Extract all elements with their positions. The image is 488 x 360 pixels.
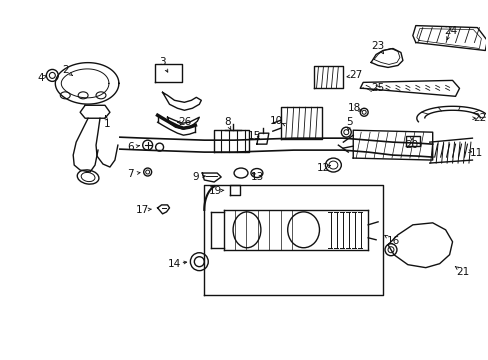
Text: 21: 21	[455, 267, 468, 276]
Text: 8: 8	[224, 117, 230, 127]
Text: 25: 25	[371, 84, 384, 93]
Text: 10: 10	[270, 116, 283, 126]
Text: 24: 24	[443, 26, 456, 36]
Text: 11: 11	[469, 148, 482, 158]
Text: 20: 20	[405, 140, 418, 150]
Text: 18: 18	[347, 103, 360, 113]
Text: 17: 17	[136, 205, 149, 215]
Text: 27: 27	[349, 71, 362, 80]
Text: 3: 3	[159, 58, 165, 67]
Text: 23: 23	[371, 41, 384, 50]
Text: 15: 15	[247, 131, 260, 141]
Text: 22: 22	[473, 113, 486, 123]
Text: 9: 9	[192, 172, 198, 182]
Text: 5: 5	[345, 117, 352, 127]
Text: 16: 16	[386, 236, 399, 246]
Text: 19: 19	[208, 186, 222, 196]
Text: 4: 4	[37, 73, 43, 84]
Text: 1: 1	[103, 119, 110, 129]
Text: 13: 13	[251, 172, 264, 182]
Text: 26: 26	[178, 117, 191, 127]
Text: 14: 14	[167, 259, 181, 269]
Text: 6: 6	[127, 142, 134, 152]
Text: 12: 12	[316, 163, 329, 173]
Text: 7: 7	[127, 169, 134, 179]
Text: 2: 2	[62, 66, 68, 76]
